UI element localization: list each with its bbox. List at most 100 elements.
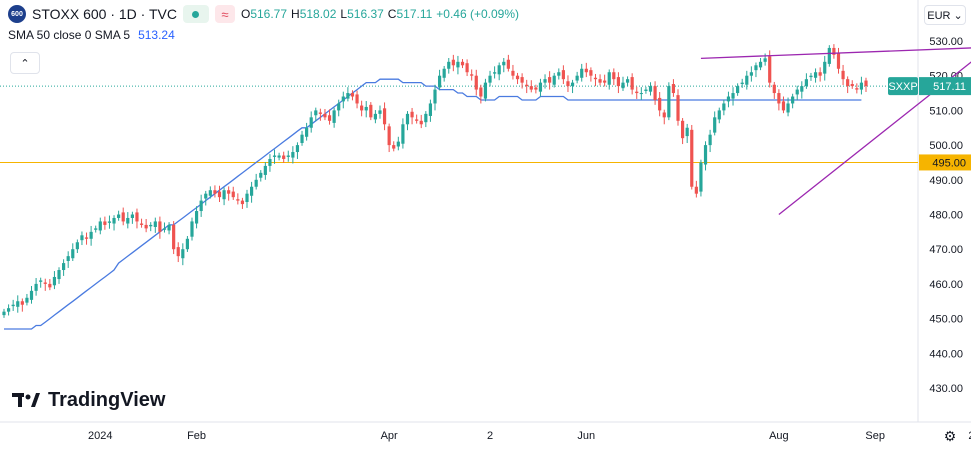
candle xyxy=(57,267,61,284)
candle-body xyxy=(80,235,84,241)
candle xyxy=(332,107,336,128)
candle xyxy=(190,217,194,241)
candle-body xyxy=(520,77,524,83)
candle-body xyxy=(249,186,254,196)
candle-body xyxy=(236,199,240,201)
candle-body xyxy=(451,59,455,66)
candle xyxy=(758,58,763,71)
candle xyxy=(121,207,125,226)
candle-body xyxy=(460,61,465,66)
candle xyxy=(424,111,428,128)
candle-body xyxy=(66,256,70,261)
candle-body xyxy=(685,127,689,137)
candle xyxy=(740,78,744,88)
market-status-icon[interactable] xyxy=(182,5,209,23)
candle-body xyxy=(813,72,818,78)
candle xyxy=(552,72,556,88)
candle-body xyxy=(52,276,57,286)
candle xyxy=(506,54,510,72)
candle-body xyxy=(630,77,634,90)
candle xyxy=(369,102,373,121)
candle-body xyxy=(483,82,488,99)
x-tick-label: Sep xyxy=(865,430,885,442)
candle-body xyxy=(71,249,75,259)
candle-body xyxy=(708,134,712,146)
candle-body xyxy=(254,179,258,187)
candle-body xyxy=(369,104,373,118)
candle-body xyxy=(791,96,795,104)
candle xyxy=(635,86,639,99)
low-value: 516.37 xyxy=(347,7,384,21)
candle-body xyxy=(690,129,694,187)
candle-body xyxy=(117,214,121,218)
candle xyxy=(34,278,38,296)
candle xyxy=(387,123,391,153)
candle xyxy=(360,100,364,117)
candle-body xyxy=(158,221,162,232)
candle xyxy=(566,75,570,93)
candle-body xyxy=(107,221,112,223)
wave-icon[interactable]: ≈ xyxy=(214,5,235,23)
candle xyxy=(520,73,524,89)
candle xyxy=(117,210,121,221)
candle-body xyxy=(392,145,396,149)
candle-body xyxy=(213,190,217,194)
x-tick-label: Aug xyxy=(769,430,789,442)
currency-selector[interactable]: EUR ⌄ xyxy=(924,5,966,25)
settings-icon[interactable]: ⚙ xyxy=(943,428,957,444)
candle-body xyxy=(153,221,157,227)
candle-body xyxy=(282,155,286,159)
candle xyxy=(690,124,694,190)
candle xyxy=(447,58,451,74)
candle xyxy=(249,181,254,203)
candle xyxy=(392,141,396,152)
candle xyxy=(625,76,630,87)
candle-body xyxy=(217,191,222,198)
y-tick-label: 430.00 xyxy=(929,383,963,395)
symbol-badge xyxy=(888,77,918,96)
candle xyxy=(236,193,240,205)
candle-body xyxy=(190,221,194,237)
candle xyxy=(575,71,579,84)
candle-body xyxy=(337,103,341,111)
x-tick-label: Apr xyxy=(381,430,398,442)
candle-body xyxy=(240,200,245,205)
candle-body xyxy=(314,110,318,116)
candle xyxy=(813,68,818,83)
candle xyxy=(593,73,598,87)
last-price-badge xyxy=(919,77,971,96)
candle-body xyxy=(850,84,854,87)
chevron-up-icon[interactable]: ⌃ xyxy=(10,52,40,74)
candle xyxy=(309,111,313,133)
candle-body xyxy=(648,86,653,92)
candle xyxy=(781,96,786,114)
candle xyxy=(699,159,703,197)
candle-body xyxy=(11,304,15,307)
candle-body xyxy=(305,127,309,137)
candle xyxy=(52,271,57,290)
candle xyxy=(401,118,405,149)
tradingview-logo: TradingView xyxy=(12,389,165,412)
candle xyxy=(726,91,731,108)
candle-body xyxy=(598,79,602,83)
candle xyxy=(561,65,565,85)
candle-body xyxy=(405,113,410,125)
candle xyxy=(639,87,643,100)
candle xyxy=(314,107,318,122)
sma-indicator[interactable]: SMA 50 close 0 SMA 5 513.24 xyxy=(8,28,175,42)
candle xyxy=(823,55,827,81)
candle-body xyxy=(318,112,322,114)
candle xyxy=(529,80,533,93)
candle-body xyxy=(360,105,364,111)
candle xyxy=(460,59,465,69)
candle-body xyxy=(89,231,93,239)
candle-body xyxy=(474,75,478,90)
x-tick-label: 2 xyxy=(487,430,493,442)
candle xyxy=(98,217,102,235)
candle-body xyxy=(121,212,125,222)
candle xyxy=(502,58,506,73)
candle-body xyxy=(204,193,208,199)
symbol-title[interactable]: STOXX 600 · 1D · TVC xyxy=(32,6,177,22)
candle xyxy=(456,55,460,75)
